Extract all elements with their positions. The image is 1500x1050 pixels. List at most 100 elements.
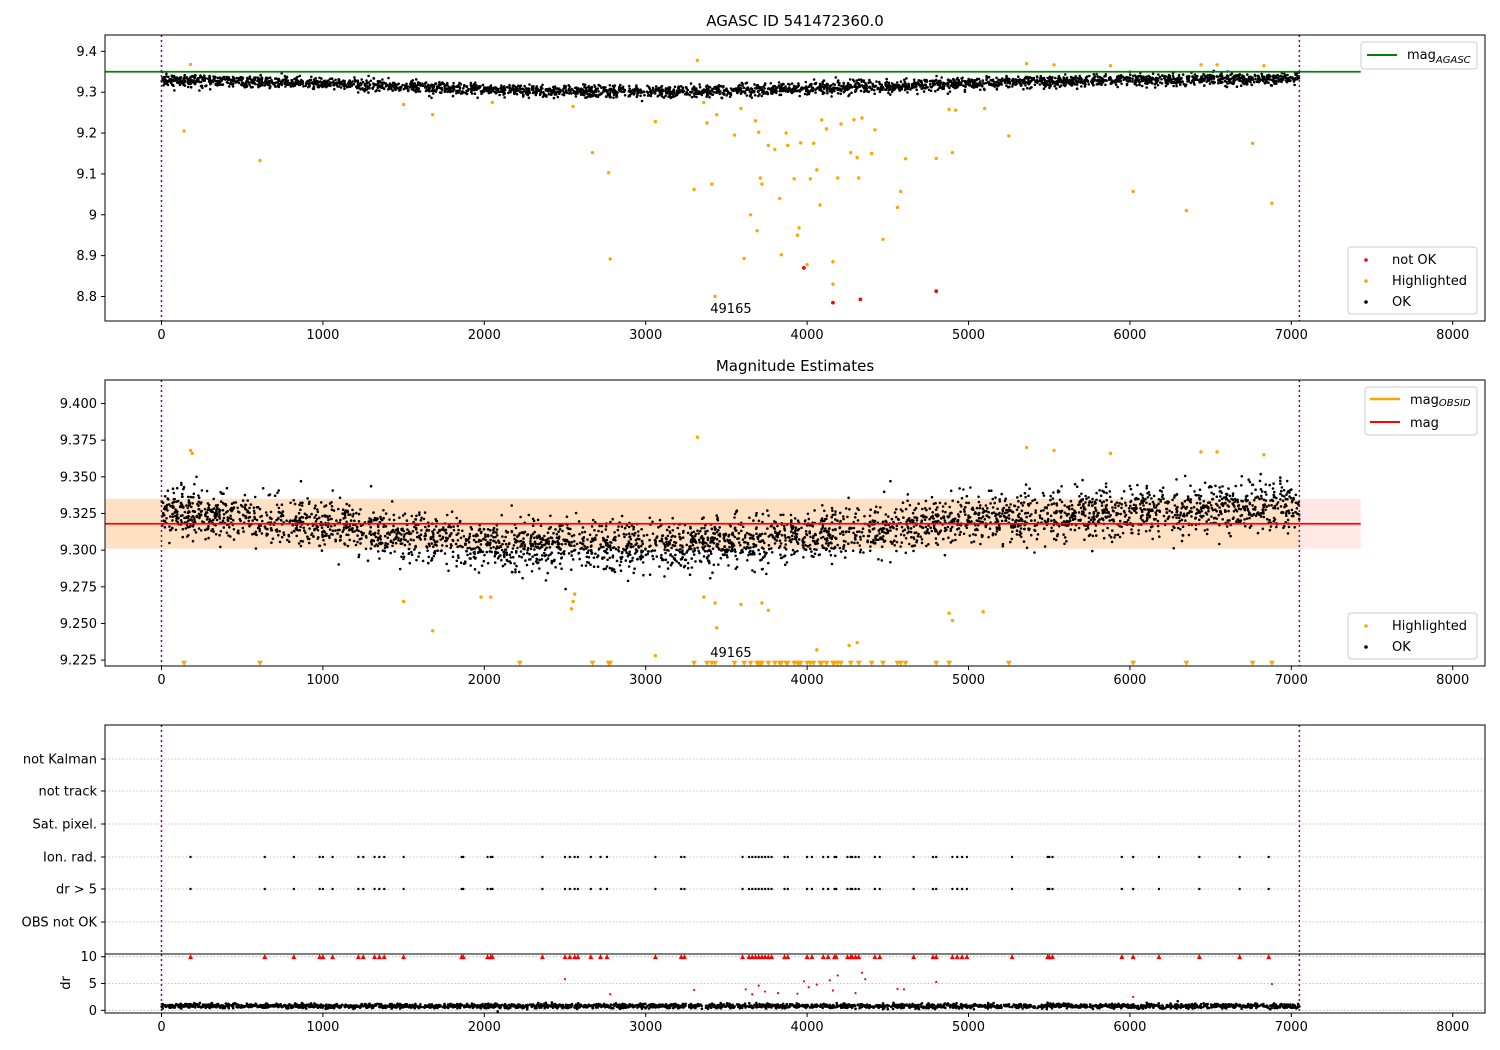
ok-point (1129, 504, 1132, 508)
ok-point (259, 73, 263, 77)
ok-point (1268, 483, 1271, 487)
ok-point (1061, 81, 1065, 85)
ok-point (215, 518, 219, 522)
ok-point (1282, 526, 1285, 530)
ok-point (387, 76, 390, 80)
ok-point (456, 524, 460, 528)
ok-point (711, 571, 714, 574)
ok-point (415, 531, 419, 534)
ok-point (767, 535, 771, 538)
ok-point (382, 509, 385, 512)
ok-point (796, 519, 800, 522)
ok-point (298, 74, 302, 78)
ok-point (1232, 79, 1235, 82)
ok-point (277, 533, 280, 537)
ok-point (500, 548, 504, 552)
ok-point (435, 86, 439, 90)
highlighted-point (732, 133, 737, 137)
ok-point (666, 87, 670, 90)
ok-point (733, 516, 736, 519)
ok-point (187, 85, 190, 89)
legend-label-not-ok: not OK (1392, 253, 1437, 268)
ok-point (750, 87, 754, 91)
ok-point (391, 89, 395, 92)
ok-point (168, 525, 171, 528)
ok-point (264, 82, 267, 85)
panel-1-legend-bottom: not OK Highlighted OK (1347, 246, 1478, 315)
x-tick-label: 1000 (306, 328, 339, 343)
ok-point (745, 94, 749, 97)
ok-point (345, 85, 349, 89)
ok-point (1151, 509, 1154, 513)
ok-point (974, 533, 977, 537)
ok-point (538, 567, 541, 570)
ok-point (178, 83, 182, 87)
ok-point (919, 79, 922, 83)
ok-point (1091, 497, 1094, 501)
ok-point (493, 554, 497, 558)
highlighted-point (950, 150, 955, 155)
ok-point (1160, 78, 1163, 81)
ok-point (830, 546, 833, 550)
ok-point (1000, 519, 1004, 523)
ok-point (1116, 85, 1119, 89)
ok-point (446, 90, 449, 94)
ok-point (1252, 80, 1256, 84)
ok-point (867, 534, 871, 538)
ok-point (1253, 508, 1257, 511)
ok-point (963, 88, 967, 92)
ok-point (216, 76, 220, 80)
ok-point (1100, 504, 1104, 507)
ok-point (1218, 486, 1221, 489)
ok-point (1094, 506, 1097, 510)
ok-point (1163, 77, 1167, 80)
ok-point (928, 507, 932, 510)
ok-point (607, 93, 610, 97)
ok-point (683, 92, 687, 96)
ok-point (163, 81, 166, 84)
ok-point (939, 79, 942, 83)
ok-point (765, 90, 769, 94)
ok-point (531, 562, 535, 566)
ok-point (191, 81, 195, 84)
ok-point (1148, 502, 1152, 506)
ok-point (283, 74, 287, 78)
ok-point (212, 497, 215, 501)
ok-point (527, 96, 531, 100)
ok-point (1191, 75, 1194, 78)
ok-point (202, 79, 205, 83)
ok-point (912, 549, 915, 553)
ok-point (663, 575, 666, 578)
ok-point (179, 76, 183, 79)
ok-point (388, 87, 391, 90)
ok-point (1211, 497, 1215, 501)
ok-point (1123, 511, 1126, 514)
ok-point (1183, 474, 1187, 478)
ok-point (660, 537, 664, 540)
ok-point (1042, 509, 1045, 512)
ok-point (946, 92, 950, 95)
ok-point (914, 81, 917, 85)
ok-point (281, 510, 285, 513)
ok-point (785, 561, 789, 564)
ok-point (203, 74, 206, 77)
ok-point (1087, 503, 1091, 507)
ok-point (839, 92, 842, 96)
ok-point (868, 549, 872, 553)
ok-point (365, 79, 368, 82)
ok-point (932, 517, 935, 520)
ok-point (1120, 497, 1124, 500)
highlighted-point (490, 100, 495, 105)
ok-point (415, 558, 418, 562)
ok-point (780, 533, 784, 537)
ok-point (646, 94, 650, 97)
ok-point (962, 508, 966, 511)
ok-point (954, 80, 957, 84)
ok-point (665, 528, 669, 532)
ok-point (476, 96, 479, 99)
ok-point (934, 89, 937, 93)
ok-point (834, 76, 838, 79)
ok-point (736, 90, 740, 93)
ok-point (293, 77, 296, 81)
ok-point (228, 82, 232, 85)
